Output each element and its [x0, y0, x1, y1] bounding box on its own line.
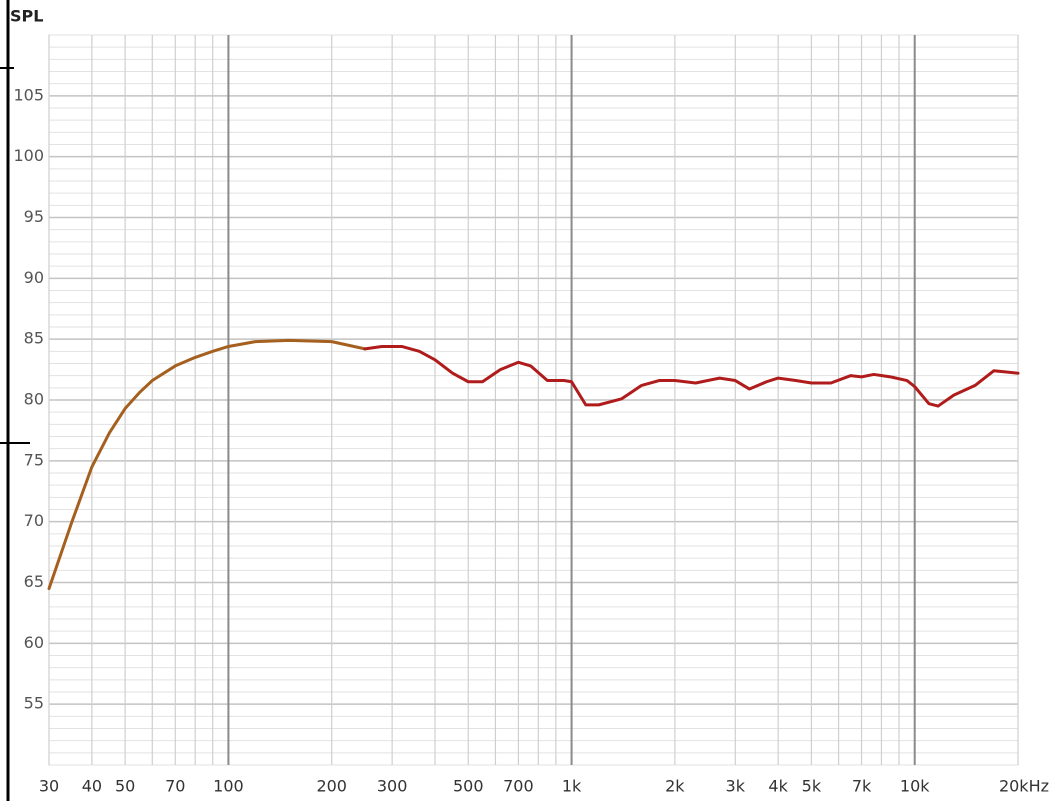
x-tick-label: 1k	[562, 777, 582, 796]
y-tick-label: 70	[24, 511, 44, 530]
x-tick-label: 4k	[768, 777, 788, 796]
x-tick-label: 70	[165, 777, 185, 796]
response-curve	[47, 338, 367, 591]
y-tick-label: 90	[24, 268, 44, 287]
y-tick-label: 60	[24, 633, 44, 652]
response-curve	[363, 344, 1020, 408]
x-tick-label: 20kHz	[999, 777, 1049, 796]
y-tick-label: 75	[24, 450, 44, 469]
y-tick-label: 85	[24, 329, 44, 348]
y-tick-label: 100	[13, 146, 44, 165]
x-tick-label: 50	[115, 777, 135, 796]
x-tick-label: 500	[453, 777, 484, 796]
x-tick-label: 700	[503, 777, 534, 796]
x-tick-label: 2k	[665, 777, 685, 796]
x-tick-label: 3k	[726, 777, 746, 796]
x-tick-label: 10k	[900, 777, 930, 796]
x-tick-label: 5k	[802, 777, 822, 796]
x-tick-label: 30	[39, 777, 59, 796]
y-tick-label: 65	[24, 572, 44, 591]
x-tick-label: 40	[82, 777, 102, 796]
y-tick-label: 80	[24, 390, 44, 409]
y-tick-label: 55	[24, 694, 44, 713]
y-axis-label: SPL	[10, 7, 43, 26]
y-tick-label: 105	[13, 85, 44, 104]
y-tick-label: 95	[24, 207, 44, 226]
x-tick-label: 300	[377, 777, 408, 796]
x-tick-label: 100	[213, 777, 244, 796]
x-tick-label: 7k	[852, 777, 872, 796]
x-tick-label: 200	[316, 777, 347, 796]
